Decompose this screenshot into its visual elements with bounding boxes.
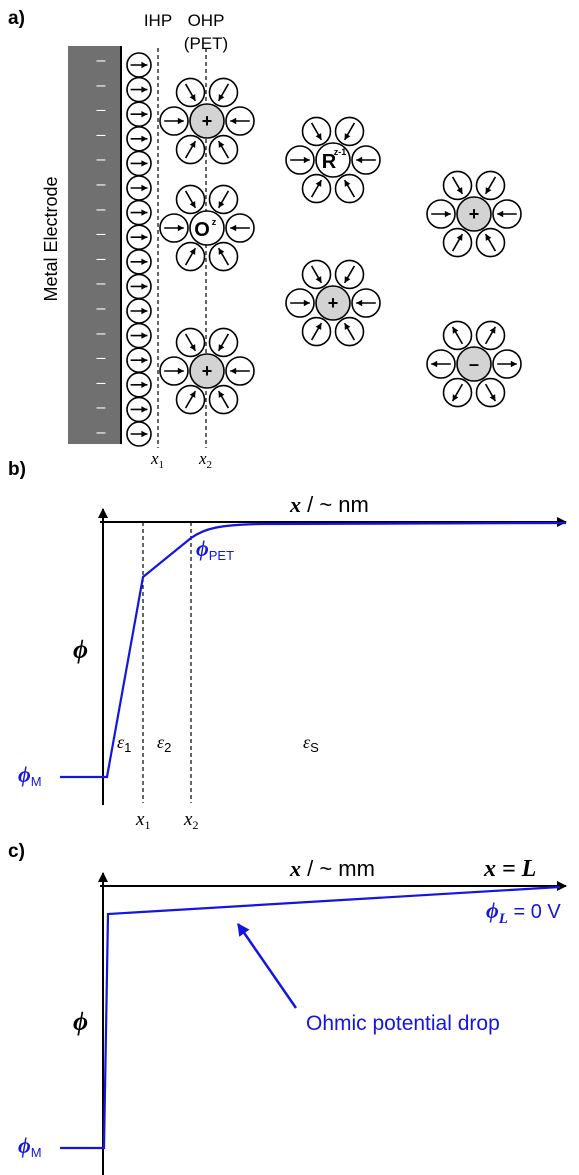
electrode-charge: –: [97, 126, 106, 143]
electrode-charge: –: [97, 77, 106, 94]
electrode-charge: –: [97, 374, 106, 391]
electrode-charge: –: [97, 102, 106, 119]
b-potential-curve: [60, 521, 567, 779]
ion-center: [456, 346, 492, 382]
electrode-charge: –: [97, 226, 106, 243]
panel-b-label: b): [8, 459, 26, 480]
ohp-label: OHP: [188, 11, 225, 30]
c-potential-curve: [60, 885, 561, 1150]
electrode-charge: –: [97, 325, 106, 342]
water-molecule: [126, 199, 152, 226]
cation-cluster-1: +: [159, 77, 255, 165]
water-molecule: [126, 76, 152, 103]
x2-label-a: x2: [198, 449, 212, 471]
water-molecule: [126, 347, 152, 374]
ion-center: [315, 285, 351, 321]
r-species-label: R: [322, 151, 337, 173]
b-eps2-label: ε2: [157, 732, 171, 755]
electrode-charge: –: [97, 424, 106, 441]
ihp-water-column: [126, 52, 152, 447]
electrode-charge: –: [97, 176, 106, 193]
water-molecule: [126, 371, 152, 398]
c-x-eq-l: x = L: [483, 856, 536, 882]
ihp-label: IHP: [144, 11, 172, 30]
electrode-charge: –: [97, 201, 106, 218]
water-molecule: [126, 421, 152, 447]
electrode-charge: –: [97, 300, 106, 317]
b-x2-label: x2: [183, 809, 198, 832]
o-species-label: O: [194, 219, 210, 241]
panel-a-label: a): [8, 8, 25, 29]
cation-cluster-4: +: [426, 170, 522, 258]
electrode-charge: –: [97, 250, 106, 267]
plus-sign: +: [202, 111, 213, 131]
c-ohmic-label: Ohmic potential drop: [306, 1012, 500, 1035]
electrode-charge: –: [97, 151, 106, 168]
water-molecule: [126, 101, 152, 127]
b-phi-m-label: ϕM: [18, 762, 42, 789]
panel-c-label: c): [8, 841, 25, 862]
x1-label-a: x1: [150, 449, 164, 471]
electrode-charge: –: [97, 52, 106, 69]
minus-sign: –: [469, 354, 479, 374]
electrode-charge: –: [97, 350, 106, 367]
water-molecule: [126, 396, 152, 423]
cation-cluster-3: +: [285, 259, 381, 347]
ion-center: [189, 353, 225, 389]
b-x1-label: x1: [135, 809, 150, 832]
c-phi-l-label: ϕL = 0 V: [486, 898, 561, 927]
water-molecule: [126, 298, 152, 324]
metal-electrode: [68, 46, 122, 444]
water-molecule: [126, 150, 152, 177]
water-molecule: [126, 248, 152, 275]
plus-sign: +: [202, 361, 213, 381]
ohp-sublabel: (PET): [184, 34, 228, 53]
anion-cluster: –: [426, 320, 522, 408]
water-molecule: [126, 52, 152, 78]
water-molecule: [126, 175, 152, 201]
redox-species-center: [189, 210, 225, 246]
b-epsS-label: εS: [303, 732, 319, 755]
water-molecule: [126, 273, 152, 300]
b-phi-pet-label: ϕPET: [196, 536, 234, 563]
cation-cluster-2: +: [159, 327, 255, 415]
o-charge-label: z: [212, 217, 217, 227]
electrode-charge: –: [97, 275, 106, 292]
r-ion-cluster: Rz-1: [285, 116, 381, 204]
redox-species-center: [315, 142, 351, 178]
electrode-label: Metal Electrode: [41, 176, 61, 301]
electrode-charge: –: [97, 399, 106, 416]
electrode-charges: – – – – – – – – – – – – – – – –: [97, 52, 106, 441]
water-molecule: [126, 224, 152, 250]
c-ohmic-arrow: [236, 922, 298, 1009]
ion-center: [189, 103, 225, 139]
water-molecule: [126, 322, 152, 349]
c-phi-axis-label: ϕ: [73, 1007, 88, 1036]
c-phi-m-label: ϕM: [18, 1133, 42, 1160]
r-charge-label: z-1: [334, 147, 347, 157]
plus-sign: +: [469, 204, 480, 224]
b-eps1-label: ε1: [117, 732, 131, 755]
c-axis-label: x / ~ mm: [289, 856, 375, 881]
plus-sign: +: [328, 293, 339, 313]
b-phi-axis-label: ϕ: [73, 635, 88, 664]
b-axis-label: x / ~ nm: [289, 492, 369, 517]
ion-center: [456, 196, 492, 232]
water-molecule: [126, 126, 152, 152]
